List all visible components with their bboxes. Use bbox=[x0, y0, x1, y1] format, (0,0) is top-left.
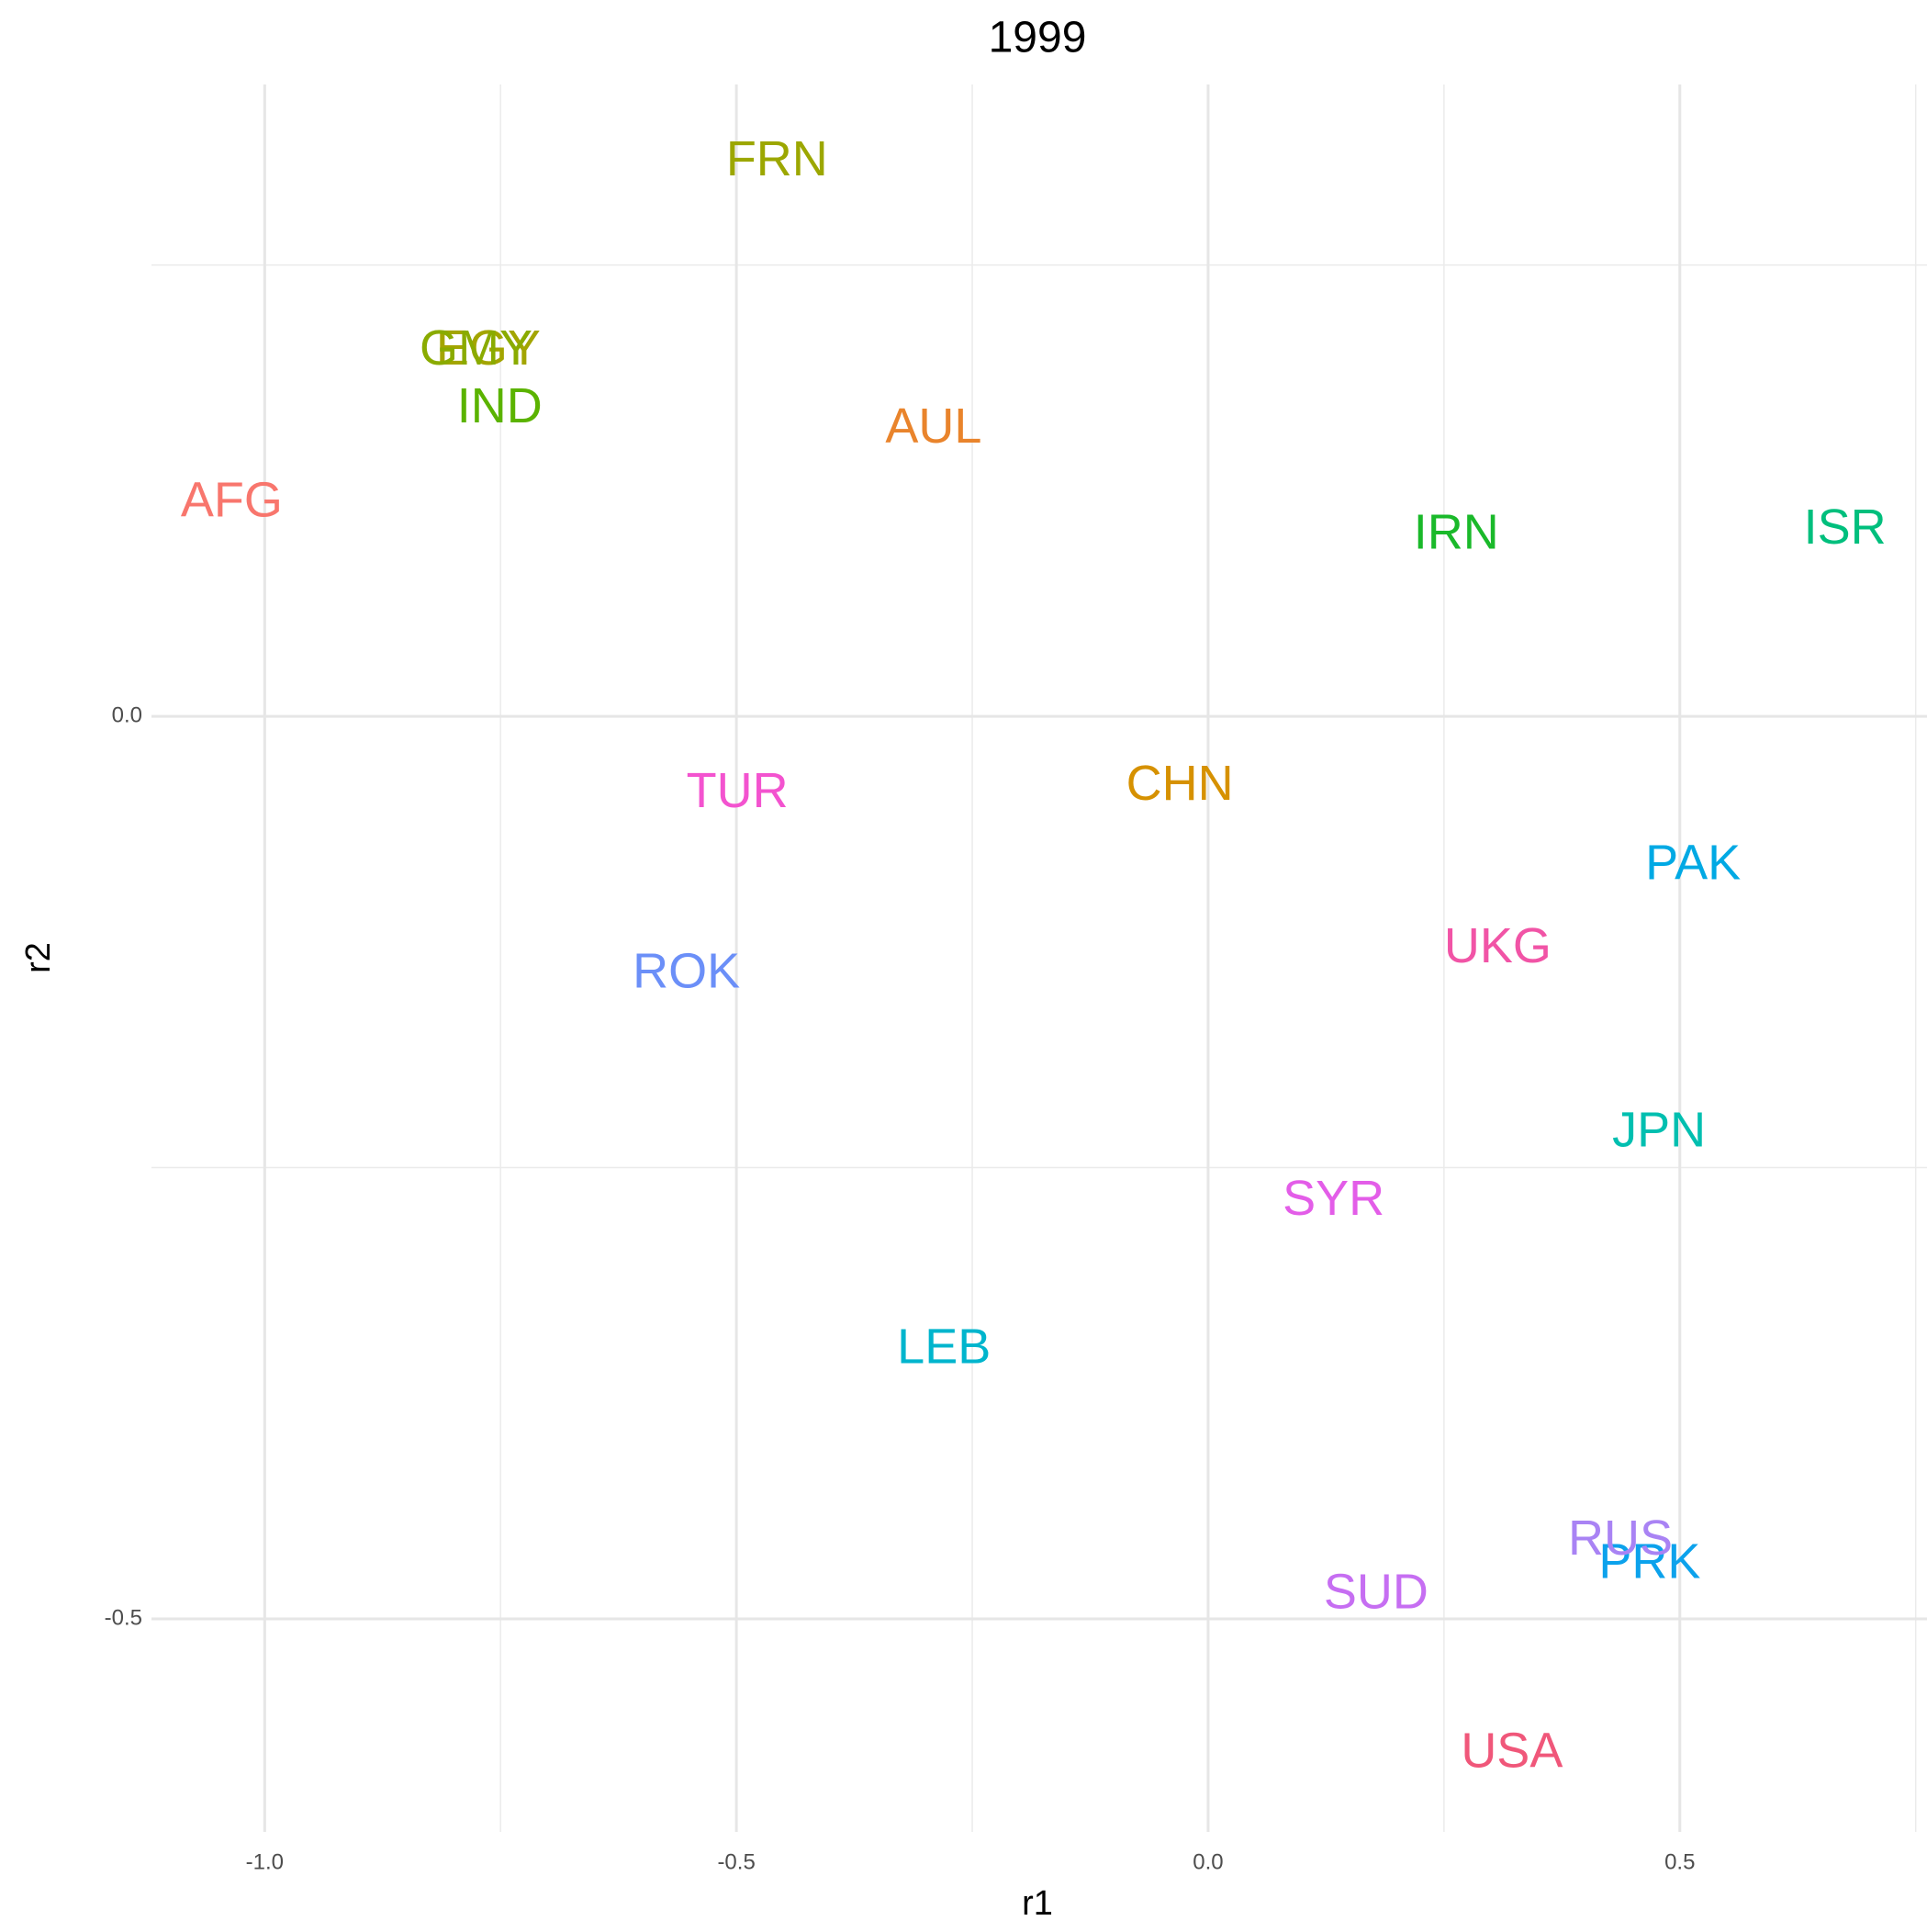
point-label: AUL bbox=[885, 399, 981, 454]
point-label: TUR bbox=[687, 763, 789, 818]
x-tick-label: 0.0 bbox=[1193, 1849, 1223, 1874]
x-tick-label: -0.5 bbox=[717, 1849, 755, 1874]
point-label: ROK bbox=[633, 943, 740, 998]
point-label: AFG bbox=[181, 472, 283, 527]
x-axis-label: r1 bbox=[1022, 1884, 1053, 1923]
chart-title: 1999 bbox=[989, 14, 1087, 62]
point-label: JPN bbox=[1612, 1102, 1706, 1157]
point-label: PRK bbox=[1598, 1533, 1700, 1589]
point-label: IND bbox=[457, 378, 543, 433]
point-label: SYR bbox=[1283, 1171, 1384, 1226]
x-tick-label: -1.0 bbox=[246, 1849, 284, 1874]
point-label: SUD bbox=[1324, 1565, 1428, 1620]
point-label: IRN bbox=[1414, 505, 1499, 560]
point-label: UKG bbox=[1444, 918, 1552, 973]
point-label: RUS bbox=[1568, 1511, 1673, 1566]
point-label: USA bbox=[1461, 1724, 1563, 1779]
point-label: EGY bbox=[436, 320, 541, 376]
point-label: LEB bbox=[897, 1319, 991, 1374]
point-label: ISR bbox=[1804, 500, 1887, 555]
point-label: FRN bbox=[726, 131, 828, 186]
x-tick-label: 0.5 bbox=[1664, 1849, 1695, 1874]
point-label: CHN bbox=[1126, 756, 1234, 811]
y-tick-label: 0.0 bbox=[112, 702, 142, 727]
y-axis-label: r2 bbox=[19, 942, 58, 973]
y-tick-label: -0.5 bbox=[105, 1605, 142, 1630]
point-label: GMY bbox=[420, 320, 532, 376]
point-label: PAK bbox=[1645, 836, 1741, 891]
